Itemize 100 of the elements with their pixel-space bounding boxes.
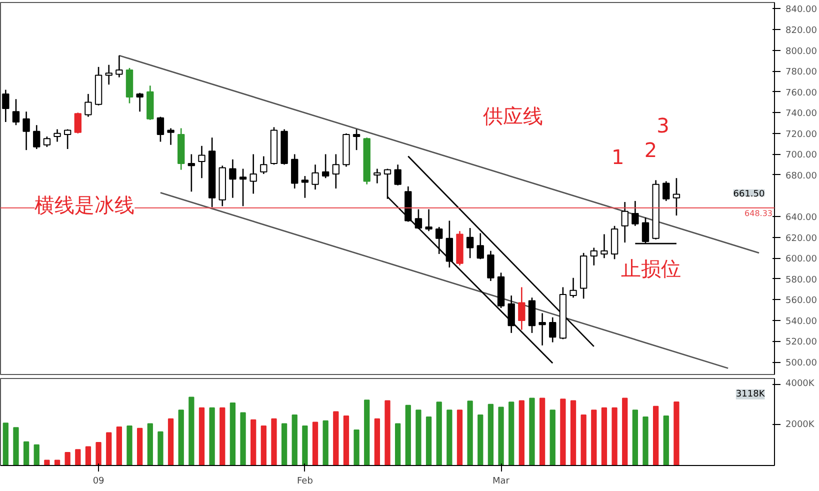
bar	[539, 398, 546, 466]
annotation: 3118K	[736, 389, 766, 400]
bar	[230, 402, 236, 466]
annotation: 1	[611, 145, 624, 170]
bar	[426, 416, 432, 466]
bar	[34, 444, 40, 466]
candlestick	[33, 124, 40, 150]
y-tick-label: 720.00	[786, 130, 818, 140]
candlestick	[250, 154, 257, 194]
bar	[364, 400, 370, 466]
annotation: 661.50	[733, 189, 766, 200]
bar	[354, 430, 360, 466]
candlestick	[116, 54, 123, 78]
bar	[137, 428, 143, 466]
candlestick	[12, 98, 20, 126]
annotation: 横线是冰线	[34, 193, 135, 218]
bar	[126, 425, 132, 466]
candlestick	[414, 208, 422, 230]
bar	[436, 402, 442, 466]
bar	[178, 410, 184, 466]
bar	[405, 404, 411, 466]
candlestick	[632, 200, 639, 227]
bar	[570, 400, 576, 466]
candlestick	[476, 232, 484, 260]
bar	[632, 410, 638, 466]
y-tick-label: 500.00	[786, 358, 818, 369]
annotation: 2	[644, 138, 658, 162]
bar	[508, 402, 514, 466]
x-tick-label: 09	[92, 476, 105, 486]
bar	[240, 412, 246, 466]
y-tick-label: 640.00	[786, 213, 818, 224]
candlestick	[352, 128, 360, 151]
bar	[384, 400, 390, 466]
y-tick-label: 800.00	[786, 46, 818, 57]
bar	[271, 418, 277, 466]
candlestick	[436, 226, 443, 255]
bar	[478, 414, 484, 466]
y-tick-label: 4000K	[786, 379, 816, 389]
candlestick	[301, 175, 309, 198]
bar	[168, 418, 174, 466]
candlestick	[446, 220, 454, 268]
candlestick	[487, 250, 494, 282]
bar	[498, 406, 504, 466]
bar	[601, 407, 608, 466]
y-tick-label: 820.00	[786, 26, 818, 36]
bar	[260, 425, 266, 466]
bar	[518, 400, 524, 466]
y-tick-label: 2000K	[786, 420, 816, 430]
y-tick-label: 840.00	[786, 5, 818, 16]
bar	[13, 427, 19, 466]
candlestick	[570, 277, 577, 298]
bar	[622, 398, 628, 466]
bar	[653, 406, 659, 466]
y-tick-label: 560.00	[786, 296, 818, 306]
bar	[64, 452, 70, 466]
bar	[209, 407, 215, 466]
bar	[580, 414, 586, 466]
candlestick	[322, 154, 330, 179]
candlestick	[229, 158, 236, 198]
candlestick	[239, 168, 247, 207]
x-tick-label: Mar	[492, 476, 510, 486]
bar	[198, 407, 205, 466]
candlestick	[198, 145, 206, 179]
bar	[456, 410, 463, 466]
bar	[663, 415, 669, 466]
annotation: 止损位	[620, 256, 681, 280]
candlestick	[425, 208, 432, 232]
candlestick	[43, 136, 51, 148]
candlestick	[662, 180, 670, 202]
candlestick	[374, 168, 381, 184]
candlestick	[538, 312, 546, 346]
bar	[158, 431, 164, 466]
bar	[416, 410, 422, 466]
bar	[250, 419, 256, 466]
bar	[2, 422, 8, 466]
bar	[529, 398, 535, 466]
bar	[612, 407, 618, 466]
candlestick	[64, 128, 72, 150]
bar	[23, 441, 30, 466]
bar	[85, 446, 92, 466]
candlestick	[600, 234, 608, 259]
bar	[560, 398, 566, 466]
bar	[220, 407, 226, 466]
candlestick	[260, 156, 268, 175]
bar	[322, 420, 328, 466]
candlestick	[105, 64, 112, 86]
candlestick	[2, 89, 10, 123]
candlestick	[312, 164, 319, 190]
bar	[488, 404, 494, 466]
bar	[467, 400, 473, 466]
y-tick-label: 600.00	[786, 254, 818, 265]
candlestick	[672, 177, 680, 216]
bar	[642, 416, 648, 466]
candlestick	[549, 316, 556, 343]
candlestick	[156, 116, 164, 142]
annotation: 3	[656, 114, 670, 138]
y-tick-label: 700.00	[786, 150, 818, 161]
candlestick	[590, 247, 598, 266]
candlestick	[518, 286, 526, 330]
candlestick	[508, 294, 515, 334]
